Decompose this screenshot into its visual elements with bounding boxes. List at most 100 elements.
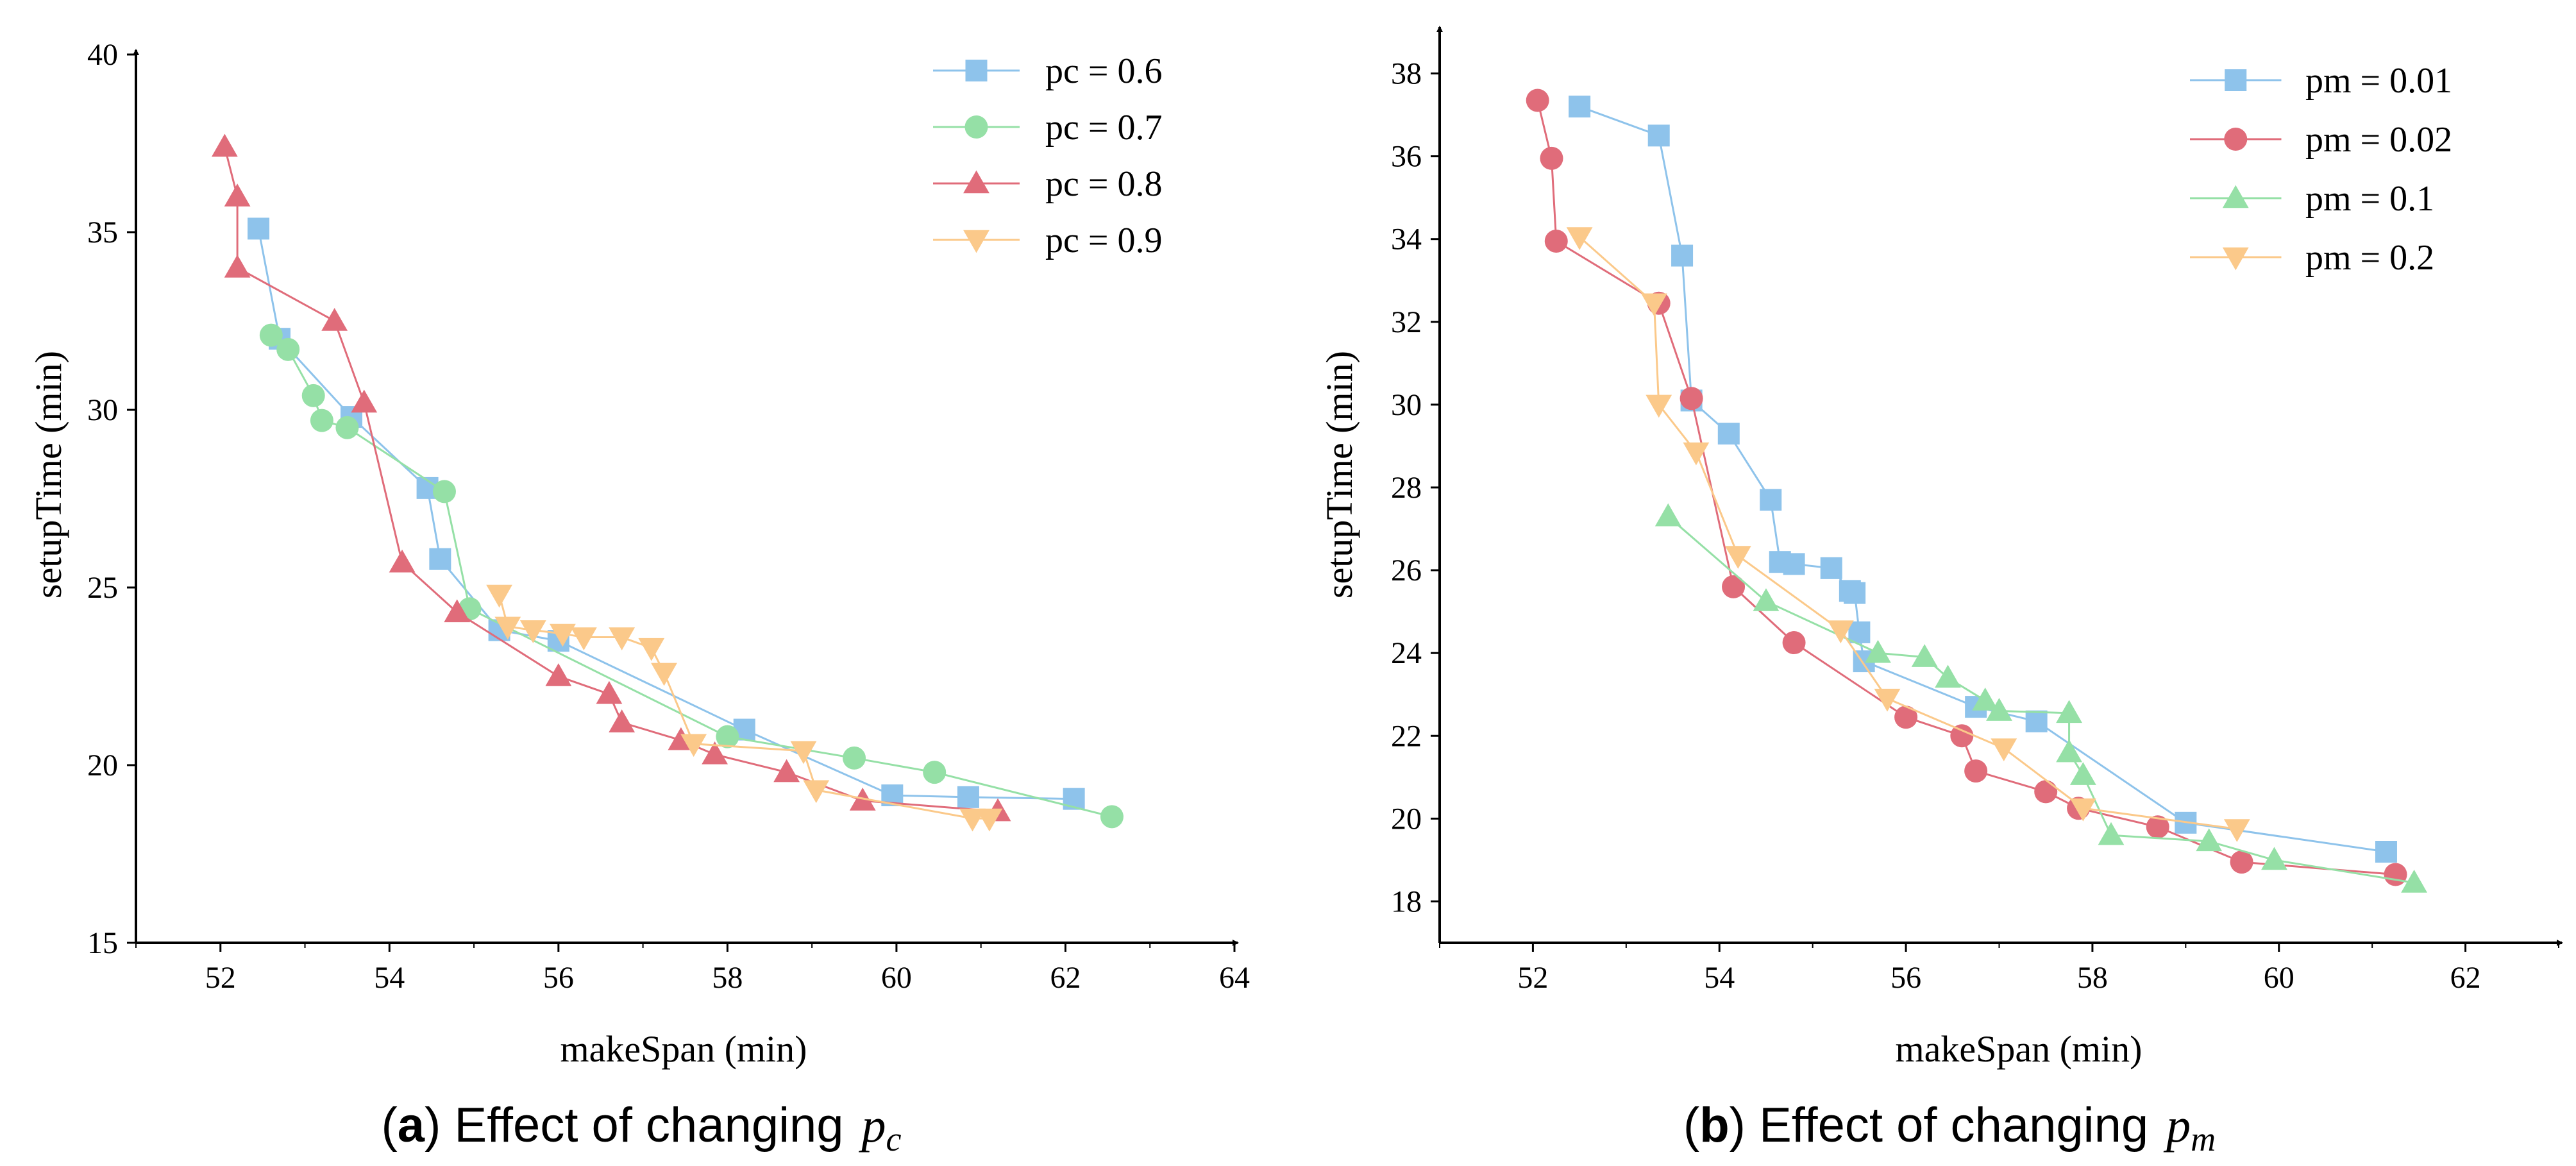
chart-b-x-tick-label: 62 bbox=[2450, 961, 2481, 995]
chart-a-y-tick-label: 30 bbox=[87, 393, 118, 427]
data-point bbox=[550, 623, 576, 647]
legend-entry: pm = 0.02 bbox=[2190, 120, 2452, 160]
legend-marker bbox=[965, 60, 988, 81]
data-point bbox=[1760, 489, 1782, 511]
data-point bbox=[389, 549, 416, 573]
data-point bbox=[211, 133, 238, 157]
chart-a-legend: pc = 0.6 pc = 0.7 pc = 0.8 pc = 0.9 bbox=[933, 51, 1162, 260]
caption-a-text: Effect of changing bbox=[455, 1098, 844, 1153]
chart-b-y-tick-label: 34 bbox=[1391, 223, 1422, 257]
data-point bbox=[570, 627, 597, 650]
chart-a-series bbox=[211, 133, 1124, 832]
data-point bbox=[1683, 442, 1710, 466]
data-point bbox=[1647, 124, 1670, 147]
chart-a-y-tick-label: 35 bbox=[87, 215, 118, 249]
data-point bbox=[2056, 700, 2082, 723]
chart-a-x-tick-label: 64 bbox=[1219, 961, 1250, 995]
series-a-0 bbox=[248, 217, 1085, 810]
data-point bbox=[301, 384, 325, 407]
data-point bbox=[2098, 822, 2125, 845]
series-a-2 bbox=[211, 133, 1011, 822]
chart-b-y-tick-label: 28 bbox=[1391, 471, 1422, 505]
series-b-3 bbox=[1566, 227, 2250, 842]
chart-b-y-tick-label: 30 bbox=[1391, 388, 1422, 422]
data-point bbox=[976, 808, 1003, 832]
chart-b-legend: pm = 0.01 pm = 0.02 pm = 0.1 pm = 0.2 bbox=[2190, 61, 2452, 278]
data-point bbox=[596, 680, 623, 704]
legend-marker bbox=[963, 170, 989, 194]
caption-a-subscript: c bbox=[886, 1120, 902, 1158]
caption-b: (b) Effect of changing pm bbox=[1683, 1098, 2216, 1158]
data-point bbox=[2034, 780, 2058, 804]
caption-a-symbol: p bbox=[859, 1099, 886, 1153]
data-point bbox=[1544, 229, 1568, 253]
data-point bbox=[224, 183, 251, 207]
data-point bbox=[803, 780, 830, 804]
chart-b-y-tick-label: 38 bbox=[1391, 57, 1422, 91]
legend-entry: pc = 0.8 bbox=[933, 164, 1162, 204]
data-point bbox=[224, 255, 251, 278]
caption-b-symbol: p bbox=[2163, 1099, 2191, 1153]
data-point bbox=[1950, 724, 1974, 748]
data-point bbox=[321, 308, 348, 331]
legend-label: pc = 0.9 bbox=[1045, 221, 1162, 260]
data-point bbox=[1865, 639, 1891, 663]
data-point bbox=[519, 620, 546, 643]
chart-b-y-tick-label: 18 bbox=[1391, 884, 1422, 918]
series-a-1 bbox=[259, 323, 1124, 829]
chart-panel-b: 52 54 56 58 60 62 18 20 22 24 26 28 30 32 34 36 38 pm = … bbox=[1318, 26, 2563, 1070]
data-point bbox=[1935, 664, 1961, 688]
data-point bbox=[429, 548, 451, 570]
data-point bbox=[248, 217, 270, 240]
chart-a-ylabel: setupTime (min) bbox=[28, 351, 69, 598]
data-point bbox=[773, 759, 800, 782]
data-point bbox=[2069, 798, 2096, 822]
data-point bbox=[1911, 644, 1938, 667]
chart-b-x-tick-label: 58 bbox=[2077, 961, 2108, 995]
chart-a-x-tick-label: 60 bbox=[881, 961, 912, 995]
data-point bbox=[1820, 557, 1842, 579]
series-line bbox=[257, 228, 1074, 800]
data-point bbox=[310, 409, 333, 432]
caption-b-text: Effect of changing bbox=[1759, 1098, 2148, 1153]
data-point bbox=[1844, 582, 1866, 604]
data-point bbox=[1972, 688, 1999, 711]
chart-b-y-tick-label: 32 bbox=[1391, 305, 1422, 339]
series-b-0 bbox=[1569, 96, 2397, 863]
legend-entry: pm = 0.2 bbox=[2190, 238, 2434, 278]
chart-a-x-tick-label: 52 bbox=[205, 961, 236, 995]
data-point bbox=[351, 389, 378, 413]
chart-a-y-tick-label: 20 bbox=[87, 748, 118, 782]
legend-marker bbox=[963, 230, 989, 253]
legend-entry: pm = 0.1 bbox=[2190, 179, 2434, 219]
data-point bbox=[1964, 759, 1988, 783]
legend-label: pm = 0.01 bbox=[2305, 61, 2452, 101]
legend-marker bbox=[964, 115, 988, 139]
data-point bbox=[1991, 738, 2017, 762]
legend-label: pc = 0.6 bbox=[1045, 51, 1162, 91]
legend-marker bbox=[2222, 185, 2249, 208]
data-point bbox=[486, 584, 513, 608]
series-a-3 bbox=[486, 584, 1003, 832]
data-point bbox=[1717, 423, 1740, 445]
chart-b-series bbox=[1526, 89, 2428, 893]
legend-label: pm = 0.1 bbox=[2305, 179, 2434, 219]
data-point bbox=[276, 337, 300, 361]
data-point bbox=[609, 627, 636, 650]
data-point bbox=[638, 638, 665, 661]
chart-b-axes: 52 54 56 58 60 62 18 20 22 24 26 28 30 32 34 36 38 bbox=[1391, 26, 2563, 995]
data-point bbox=[1986, 698, 2012, 721]
data-point bbox=[2223, 819, 2250, 842]
series-b-1 bbox=[1526, 89, 2407, 886]
data-point bbox=[1646, 394, 1672, 418]
legend-entry: pc = 0.7 bbox=[933, 108, 1162, 148]
data-point bbox=[1540, 146, 1563, 170]
data-point bbox=[1894, 706, 1918, 729]
data-point bbox=[843, 746, 866, 770]
data-point bbox=[2146, 815, 2169, 839]
data-point bbox=[494, 616, 521, 640]
data-point bbox=[2375, 841, 2397, 863]
data-point bbox=[2384, 863, 2407, 886]
legend-entry: pc = 0.9 bbox=[933, 221, 1162, 260]
